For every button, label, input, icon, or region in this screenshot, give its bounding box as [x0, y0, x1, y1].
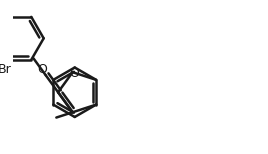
Text: O: O	[70, 67, 80, 80]
Text: Br: Br	[0, 63, 12, 76]
Text: O: O	[37, 63, 47, 76]
